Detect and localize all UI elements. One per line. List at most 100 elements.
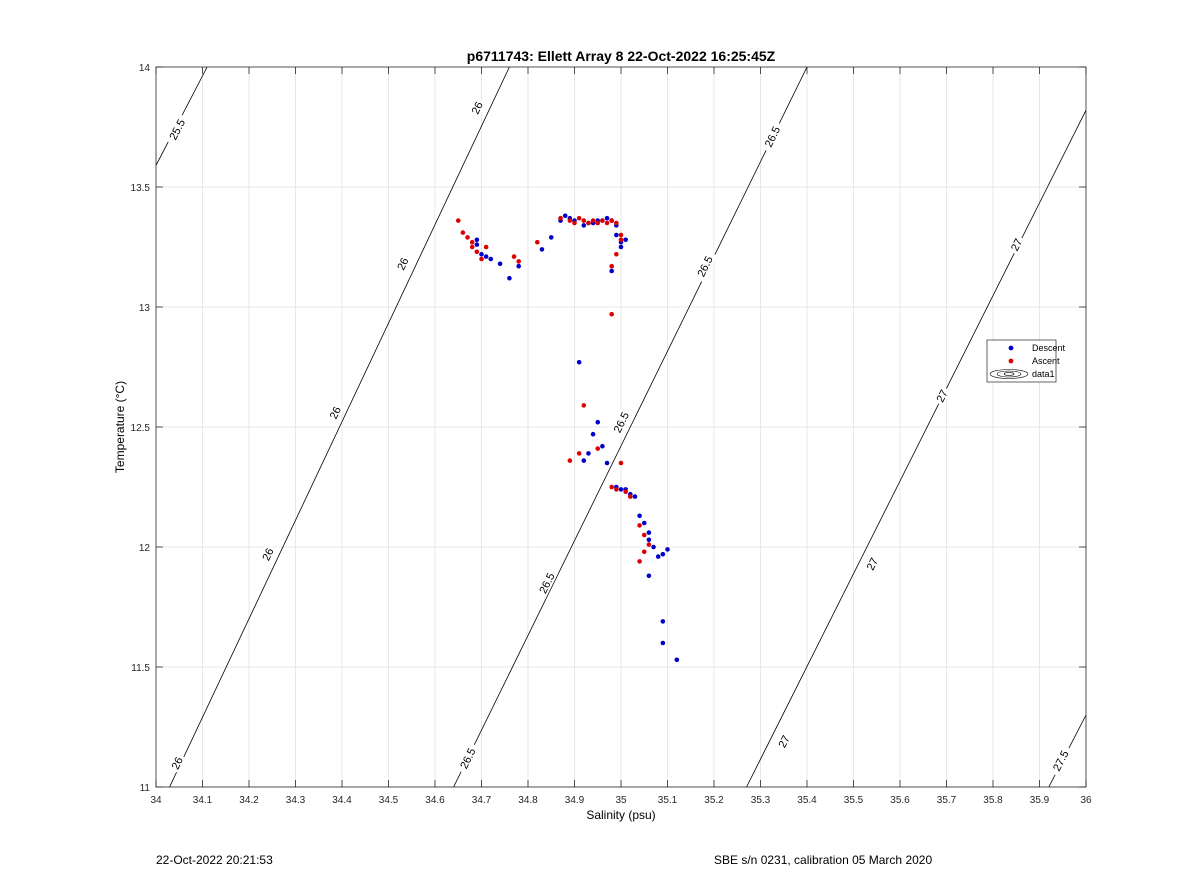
data-series <box>455 213 680 663</box>
x-tick-label: 35.8 <box>983 795 1003 806</box>
contour-label-text: 26 <box>170 755 186 771</box>
ascent-point <box>590 218 596 223</box>
descent-point <box>595 419 601 425</box>
legend-data1-label: data1 <box>1032 369 1055 379</box>
contour-label-bg <box>774 731 793 752</box>
contour-label-bg <box>692 250 717 283</box>
x-tick-label: 35.5 <box>844 795 864 806</box>
ascent-point <box>595 220 601 226</box>
x-tick-label: 34.1 <box>193 795 213 806</box>
descent-point <box>660 619 666 624</box>
x-tick-label: 35.7 <box>937 795 957 806</box>
descent-point <box>651 544 656 550</box>
contour-label-bg <box>932 385 952 407</box>
contour-label-bg <box>609 406 633 439</box>
descent-point <box>674 657 680 663</box>
contour-label-text: 27 <box>865 556 881 572</box>
descent-point <box>590 431 596 437</box>
ascent-point <box>576 451 582 456</box>
ascent-point <box>618 460 624 466</box>
y-tick-label: 11.5 <box>131 663 150 674</box>
descent-point <box>488 256 494 262</box>
contour-label-bg <box>467 97 486 119</box>
ascent-point <box>637 559 642 564</box>
ascent-point <box>609 218 614 223</box>
x-axis-ticks: 34 34.1 34.2 34.3 34.4 34.5 34.6 34.7 34.8 34.9 35… <box>150 67 1092 806</box>
x-tick-label: 34.8 <box>518 795 538 806</box>
ascent-point <box>600 218 605 223</box>
ascent-point <box>469 244 475 250</box>
contour-label: 26 <box>393 253 412 275</box>
x-tick-label: 34 <box>150 795 162 806</box>
ascent-point <box>479 256 484 262</box>
ascent-point <box>623 489 628 495</box>
ascent-point <box>581 218 587 223</box>
ascent-point <box>469 239 475 245</box>
ascent-point <box>609 484 614 490</box>
footer-timestamp: 22-Oct-2022 20:21:53 <box>156 853 273 867</box>
x-tick-label: 35.6 <box>890 795 910 806</box>
contour-label: 26 <box>467 97 486 119</box>
contour-label-bg <box>455 742 480 775</box>
ascent-point <box>618 232 624 238</box>
y-tick-label: 12.5 <box>131 423 151 434</box>
descent-point <box>618 487 624 492</box>
x-tick-label: 35.3 <box>751 795 771 806</box>
x-tick-label: 34.7 <box>472 795 492 806</box>
ascent-point <box>641 532 647 538</box>
descent-point <box>539 247 545 252</box>
ascent-point <box>558 215 563 221</box>
descent-point <box>623 237 628 243</box>
ascent-point <box>628 494 633 499</box>
y-tick-label: 14 <box>139 63 151 74</box>
chart-title: p6711743: Ellett Array 8 22-Oct-2022 16:… <box>467 48 776 64</box>
x-tick-label: 34.6 <box>425 795 445 806</box>
descent-point <box>655 554 661 559</box>
x-tick-label: 34.5 <box>379 795 399 806</box>
descent-point <box>600 443 605 449</box>
x-tick-label: 34.2 <box>239 795 259 806</box>
x-tick-label: 34.3 <box>286 795 306 806</box>
descent-point <box>665 547 670 552</box>
ascent-series <box>455 215 652 564</box>
contour-label: 27 <box>1007 234 1026 255</box>
descent-point <box>641 520 647 526</box>
descent-point <box>516 263 521 269</box>
descent-point <box>483 254 489 259</box>
contour-label: 27 <box>774 731 793 752</box>
x-tick-label: 35.9 <box>1030 795 1050 806</box>
contour-label-bg <box>1007 234 1026 255</box>
descent-point <box>660 551 666 557</box>
x-tick-label: 35.4 <box>797 795 817 806</box>
descent-point <box>604 460 610 466</box>
contour-label-bg <box>534 566 559 600</box>
ascent-point <box>581 403 587 408</box>
ascent-point <box>455 218 461 223</box>
ascent-point <box>576 215 582 221</box>
ascent-point <box>586 220 591 226</box>
contour-label-bg <box>862 553 882 575</box>
contour-label: 26 <box>325 402 345 423</box>
contour-label: 27 <box>862 553 882 575</box>
descent-point <box>632 494 638 499</box>
ascent-point <box>460 230 466 235</box>
contour-label-bg <box>258 543 277 565</box>
ascent-point <box>535 239 540 245</box>
x-tick-label: 36 <box>1080 795 1092 806</box>
contour-label-text: 26 <box>328 405 344 421</box>
contour-label-bg <box>164 113 190 146</box>
ascent-point <box>614 220 619 226</box>
contour-label-text: 26 <box>395 256 411 272</box>
y-axis-label: Temperature (°C) <box>113 381 127 473</box>
x-tick-label: 34.4 <box>332 795 352 806</box>
contour-line <box>746 110 1086 787</box>
contour-label-bg <box>167 752 186 774</box>
descent-point <box>618 244 624 250</box>
x-tick-label: 35.2 <box>704 795 724 806</box>
descent-point <box>562 213 568 219</box>
ascent-point <box>609 263 614 269</box>
legend: Descent Ascent data1 <box>986 339 1066 383</box>
contour-label-text: 27 <box>1009 237 1025 253</box>
ascent-point <box>614 487 619 492</box>
